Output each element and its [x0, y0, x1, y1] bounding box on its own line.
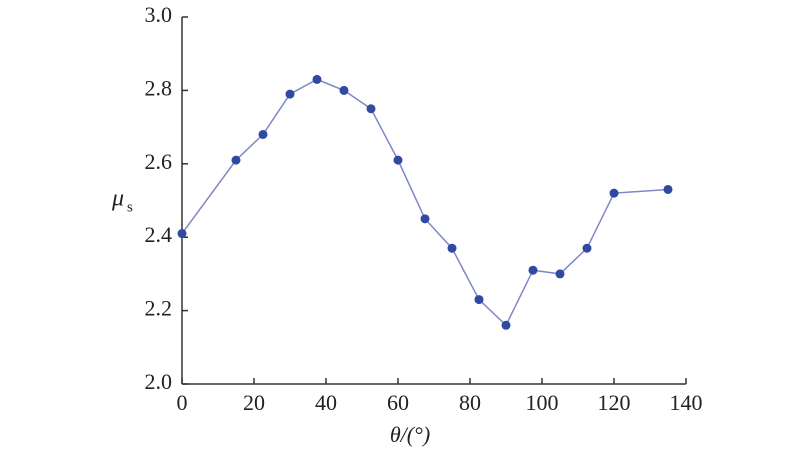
data-point — [393, 155, 403, 165]
data-point — [582, 243, 592, 253]
data-point — [312, 74, 322, 84]
data-point — [339, 85, 349, 95]
x-tick-label: 80 — [459, 390, 481, 415]
x-tick-label: 100 — [526, 390, 559, 415]
data-point — [258, 129, 268, 139]
x-tick-label: 0 — [177, 390, 188, 415]
x-tick-label: 60 — [387, 390, 409, 415]
series-line — [181, 78, 669, 327]
y-axis-label-subscript: s — [127, 199, 133, 215]
data-point — [501, 320, 511, 330]
y-tick-label: 2.6 — [145, 149, 173, 174]
y-tick-label: 2.0 — [145, 369, 173, 394]
data-point — [420, 214, 430, 224]
y-tick-label: 2.8 — [145, 75, 173, 100]
y-tick-label: 2.2 — [145, 296, 173, 321]
data-point — [474, 295, 484, 305]
data-point — [555, 269, 565, 279]
x-tick-label: 140 — [670, 390, 703, 415]
data-point — [663, 184, 673, 194]
data-point — [177, 229, 187, 239]
data-point — [366, 104, 376, 114]
x-axis-label: θ/(°) — [390, 422, 430, 447]
data-point — [447, 243, 457, 253]
x-tick-label: 40 — [315, 390, 337, 415]
data-point — [231, 155, 241, 165]
data-point — [528, 265, 538, 275]
y-tick-label: 3.0 — [145, 2, 173, 27]
data-point — [285, 89, 295, 99]
x-tick-label: 120 — [598, 390, 631, 415]
x-tick-label: 20 — [243, 390, 265, 415]
y-tick-label: 2.4 — [145, 222, 173, 247]
data-point — [609, 188, 619, 198]
y-axis-label: μ — [111, 186, 124, 212]
